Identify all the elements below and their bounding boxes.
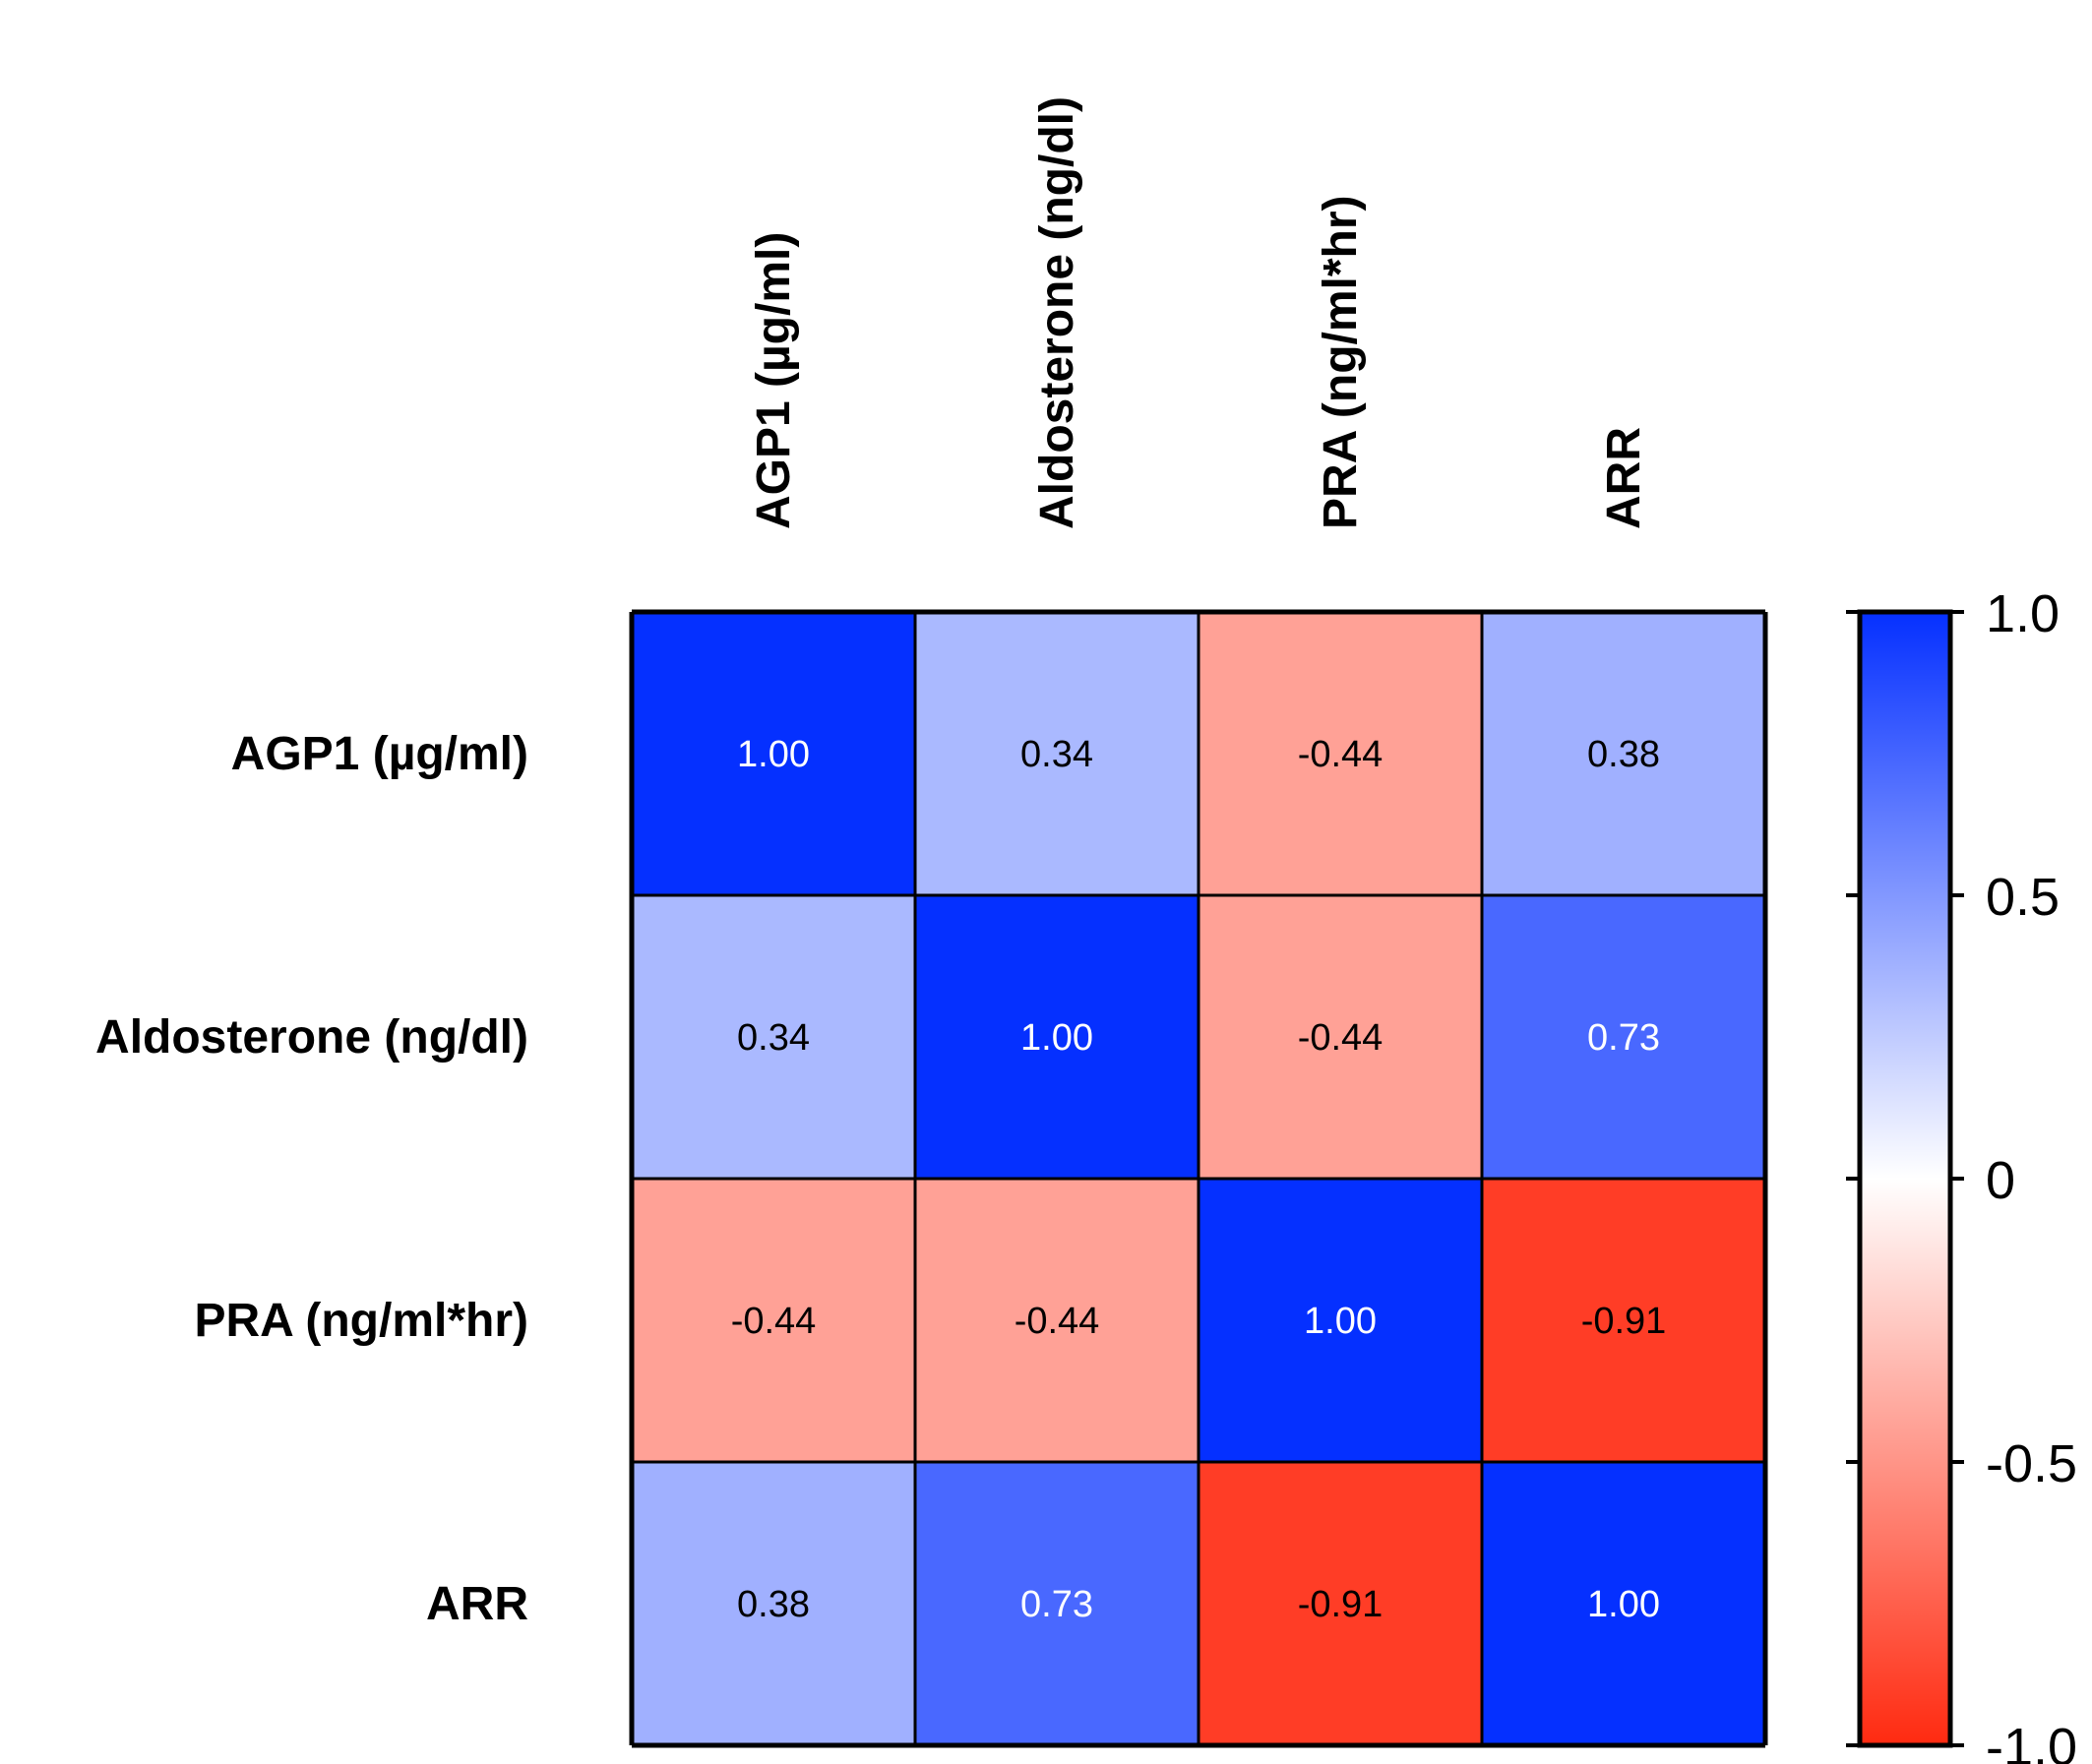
colorbar-tick-label: 0.5 — [1986, 868, 2060, 927]
row-label: Aldosterone (ng/dl) — [95, 1011, 528, 1064]
heatmap-cell-value: -0.44 — [1298, 734, 1384, 775]
heatmap-cell-value: 0.73 — [1020, 1584, 1093, 1625]
heatmap-cell — [1199, 612, 1482, 895]
heatmap-cell — [1482, 1462, 1765, 1745]
heatmap-cell-value: 1.00 — [1587, 1584, 1660, 1625]
heatmap-cell — [1482, 612, 1765, 895]
heatmap-cell — [1199, 895, 1482, 1179]
heatmap-cell — [1199, 1179, 1482, 1462]
heatmap-cell — [1482, 895, 1765, 1179]
heatmap-cell-value: 0.34 — [1020, 734, 1093, 775]
heatmap-cell-value: 1.00 — [1020, 1017, 1093, 1059]
heatmap-cell — [632, 1179, 915, 1462]
colorbar-gradient — [1857, 609, 1953, 1748]
heatmap-cell — [632, 612, 915, 895]
row-label: ARR — [426, 1578, 528, 1630]
heatmap-cell-value: 1.00 — [1304, 1301, 1377, 1342]
heatmap-cell-value: -0.44 — [1015, 1301, 1100, 1342]
heatmap-cell — [915, 612, 1199, 895]
column-label: Aldosterone (ng/dl) — [1031, 96, 1083, 529]
colorbar: 1.0 0.5 0 -0.5 -1.0 — [1846, 584, 2077, 1764]
heatmap-cell-values: 1.00 0.34 -0.44 0.38 0.34 1.00 -0.44 0.73 -0.44 -… — [731, 734, 1667, 1625]
row-label: AGP1 (µg/ml) — [231, 728, 528, 780]
column-label: ARR — [1598, 427, 1650, 529]
colorbar-tick-label: -0.5 — [1986, 1434, 2077, 1493]
heatmap-cell-value: 0.38 — [737, 1584, 810, 1625]
heatmap-cell-value: 0.73 — [1587, 1017, 1660, 1059]
heatmap-cells — [632, 612, 1765, 1745]
heatmap-cell — [632, 1462, 915, 1745]
heatmap-cell — [1482, 1179, 1765, 1462]
column-labels: AGP1 (µg/ml) Aldosterone (ng/dl) PRA (ng/m… — [748, 96, 1650, 529]
column-label: AGP1 (µg/ml) — [748, 232, 800, 529]
colorbar-tick-label: 0 — [1986, 1151, 2015, 1210]
heatmap-cell-value: -0.91 — [1298, 1584, 1384, 1625]
heatmap-cell — [1199, 1462, 1482, 1745]
colorbar-tick-label: -1.0 — [1986, 1718, 2077, 1764]
heatmap-cell — [915, 895, 1199, 1179]
colorbar-tick-label: 1.0 — [1986, 584, 2060, 643]
heatmap-cell — [632, 895, 915, 1179]
heatmap-cell-value: 0.38 — [1587, 734, 1660, 775]
heatmap-cell-value: -0.44 — [731, 1301, 817, 1342]
heatmap-cell-value: 0.34 — [737, 1017, 810, 1059]
column-label: PRA (ng/ml*hr) — [1315, 195, 1367, 529]
heatmap-grid — [629, 609, 1768, 1748]
row-labels: AGP1 (µg/ml) Aldosterone (ng/dl) PRA (ng/m… — [95, 728, 528, 1630]
row-label: PRA (ng/ml*hr) — [194, 1295, 528, 1347]
heatmap-cell-value: -0.91 — [1581, 1301, 1667, 1342]
heatmap-cell-value: -0.44 — [1298, 1017, 1384, 1059]
heatmap-cell — [915, 1179, 1199, 1462]
heatmap-cell — [915, 1462, 1199, 1745]
heatmap-cell-value: 1.00 — [737, 734, 810, 775]
